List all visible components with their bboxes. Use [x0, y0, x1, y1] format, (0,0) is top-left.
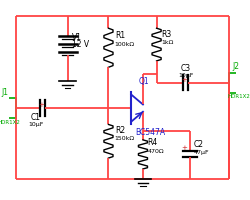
Text: C3: C3: [180, 64, 190, 73]
Text: +: +: [180, 144, 186, 150]
Text: +: +: [38, 102, 44, 108]
Text: 150kΩ: 150kΩ: [114, 135, 134, 140]
Text: 12 V: 12 V: [72, 40, 89, 49]
Text: HDR1X2: HDR1X2: [226, 94, 249, 99]
Text: R2: R2: [114, 125, 124, 134]
Text: R3: R3: [160, 29, 171, 38]
Text: J2: J2: [231, 62, 238, 71]
Text: R1: R1: [114, 31, 124, 40]
Text: 1kΩ: 1kΩ: [160, 40, 173, 45]
Text: C1: C1: [31, 112, 41, 121]
Text: R4: R4: [147, 138, 157, 147]
Text: Q1: Q1: [138, 76, 148, 85]
Text: J1: J1: [1, 87, 8, 96]
Text: V1: V1: [72, 33, 82, 42]
Text: 10μF: 10μF: [28, 122, 43, 127]
Text: 100kΩ: 100kΩ: [114, 41, 134, 46]
Bar: [0, 99, 16, 119]
Text: 10μF: 10μF: [177, 73, 192, 78]
Text: BC547A: BC547A: [135, 127, 165, 136]
Text: 470Ω: 470Ω: [147, 148, 164, 153]
Text: +: +: [180, 77, 186, 82]
Text: HDR1X2: HDR1X2: [0, 119, 20, 124]
Text: C2: C2: [193, 140, 203, 149]
Text: 47μF: 47μF: [193, 149, 208, 154]
Bar: [228, 73, 244, 93]
